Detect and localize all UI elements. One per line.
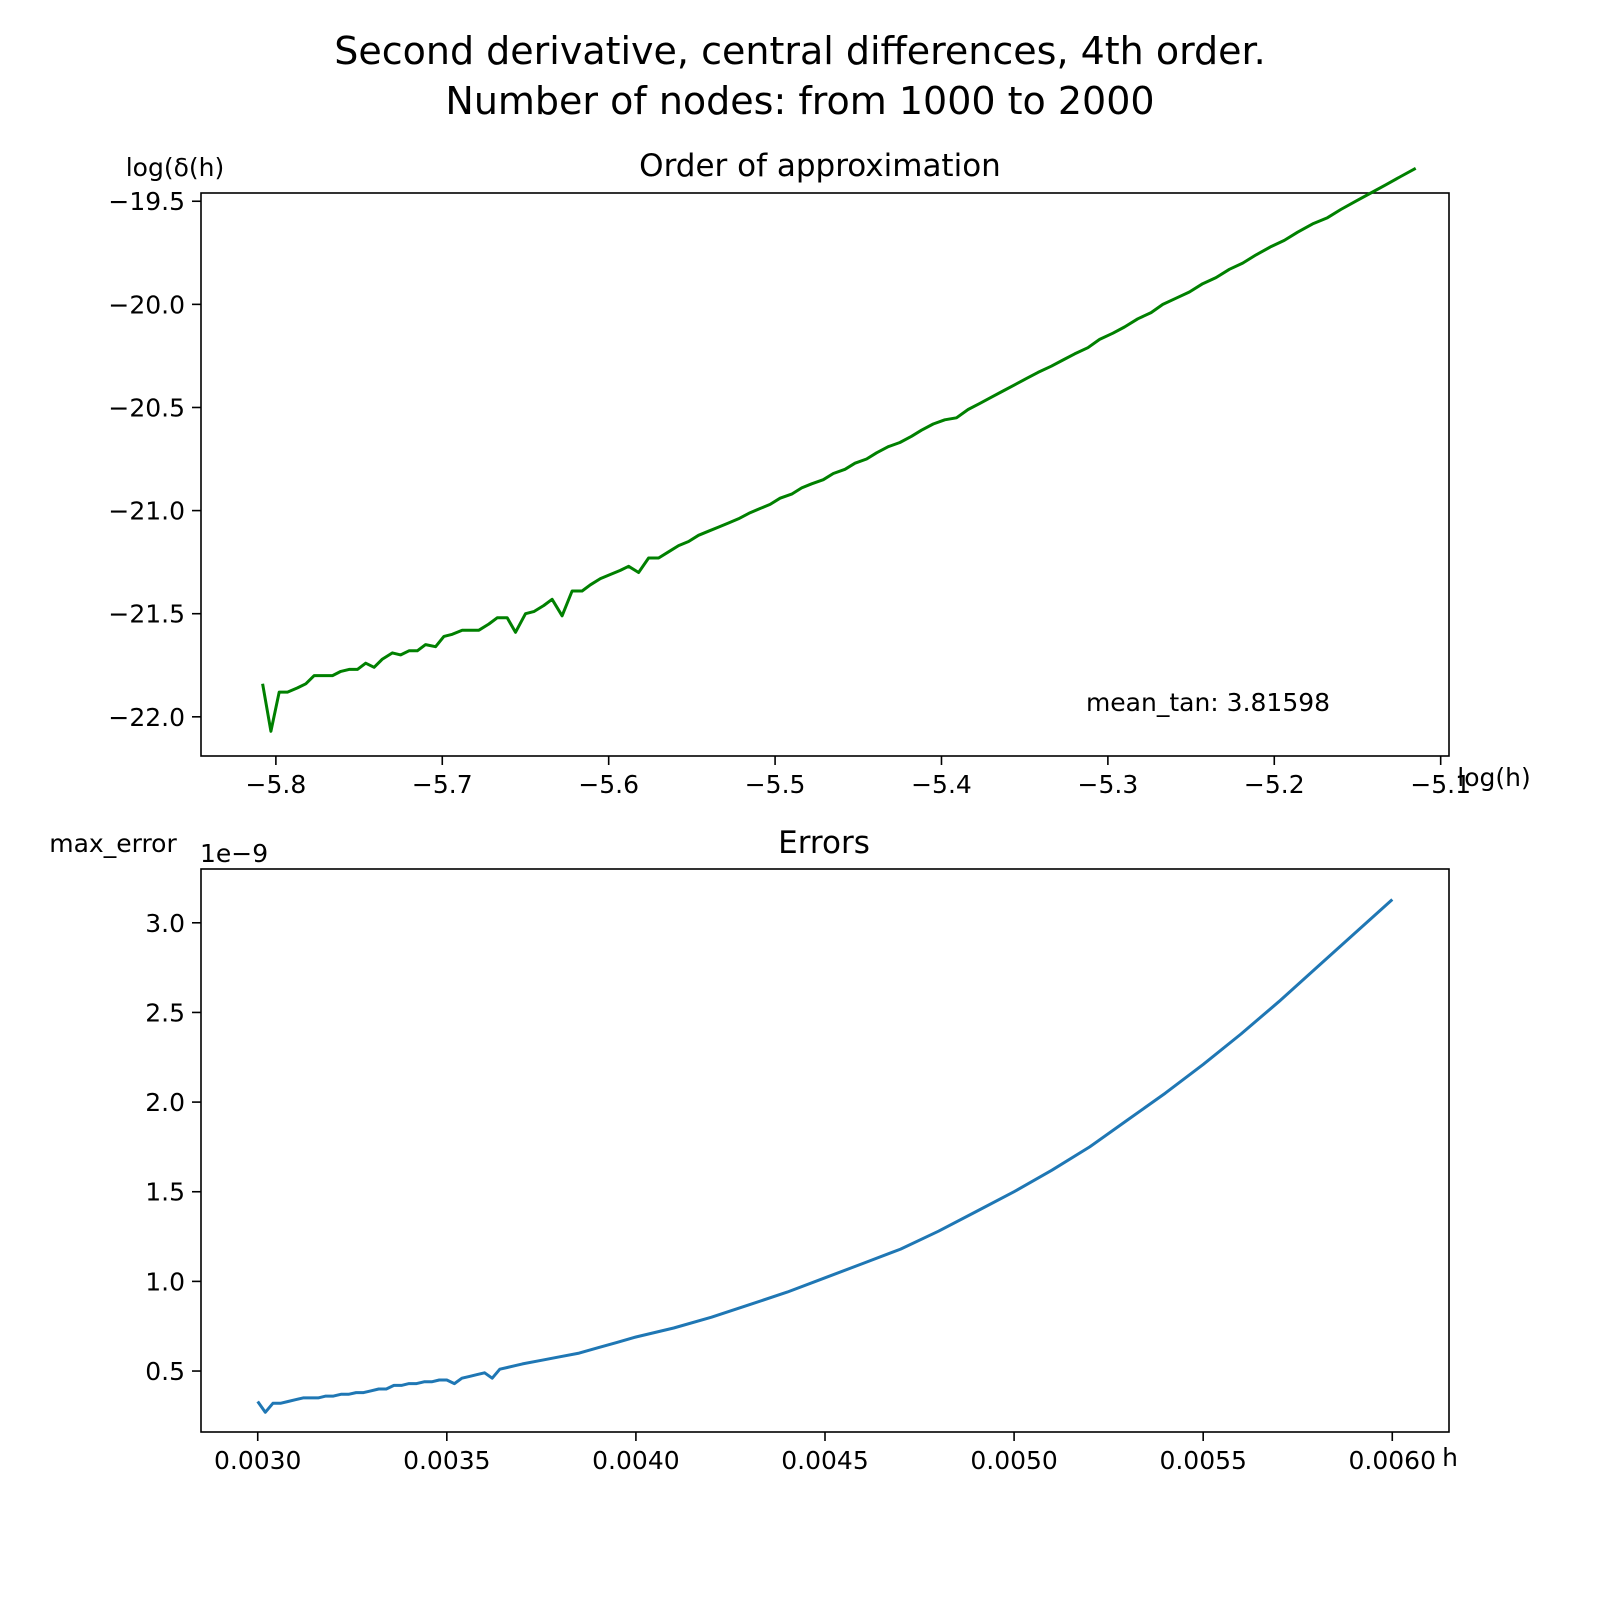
series-line xyxy=(261,166,1417,733)
y-tick-label: −21.0 xyxy=(108,497,185,526)
plot-frame xyxy=(200,868,1450,1433)
y-tick-label: −19.5 xyxy=(108,187,185,216)
y-tick-label: 2.0 xyxy=(145,1088,185,1117)
order-of-approximation-chart: Order of approximation log(δ(h) log(h) m… xyxy=(108,148,1530,799)
y-axis-label: log(δ(h) xyxy=(126,153,225,182)
figure-title-line1: Second derivative, central differences, … xyxy=(334,29,1266,73)
y-tick-label: 1.5 xyxy=(145,1178,185,1207)
x-tick-label: −5.7 xyxy=(412,770,473,799)
x-tick-label: −5.2 xyxy=(1244,770,1305,799)
x-tick-label: 0.0050 xyxy=(970,1446,1057,1475)
x-tick-label: −5.1 xyxy=(1410,770,1471,799)
x-tick-label: 0.0055 xyxy=(1159,1446,1246,1475)
x-tick-label: 0.0045 xyxy=(781,1446,868,1475)
y-axis-label: max_error xyxy=(49,829,177,858)
x-tick-label: 0.0035 xyxy=(403,1446,490,1475)
x-axis-label: h xyxy=(1442,1443,1458,1472)
x-tick-label: 0.0030 xyxy=(214,1446,301,1475)
y-tick-label: −21.5 xyxy=(108,600,185,629)
x-tick-label: 0.0040 xyxy=(592,1446,679,1475)
x-tick-label: −5.5 xyxy=(745,770,806,799)
series-line xyxy=(256,898,1394,1414)
y-tick-label: 0.5 xyxy=(145,1357,185,1386)
y-tick-label: −20.0 xyxy=(108,290,185,319)
x-tick-label: −5.4 xyxy=(911,770,972,799)
y-offset-label: 1e−9 xyxy=(200,839,268,868)
y-tick-label: 1.0 xyxy=(145,1267,185,1296)
mean-tan-annotation: mean_tan: 3.81598 xyxy=(1086,688,1330,717)
x-tick-label: −5.8 xyxy=(246,770,307,799)
x-tick-label: −5.6 xyxy=(578,770,639,799)
y-tick-label: −22.0 xyxy=(108,703,185,732)
y-tick-label: 2.5 xyxy=(145,998,185,1027)
chart-title: Order of approximation xyxy=(639,148,1001,184)
figure-title-line2: Number of nodes: from 1000 to 2000 xyxy=(445,79,1154,123)
plot-frame xyxy=(200,192,1450,757)
errors-chart: Errors max_error 1e−9 h 0.0030 0.0035 0.00… xyxy=(49,825,1458,1475)
x-tick-label: −5.3 xyxy=(1078,770,1139,799)
y-tick-label: −20.5 xyxy=(108,393,185,422)
x-axis-label: log(h) xyxy=(1457,763,1530,792)
y-tick-label: 3.0 xyxy=(145,909,185,938)
x-tick-label: 0.0060 xyxy=(1349,1446,1436,1475)
chart-title: Errors xyxy=(778,825,870,861)
